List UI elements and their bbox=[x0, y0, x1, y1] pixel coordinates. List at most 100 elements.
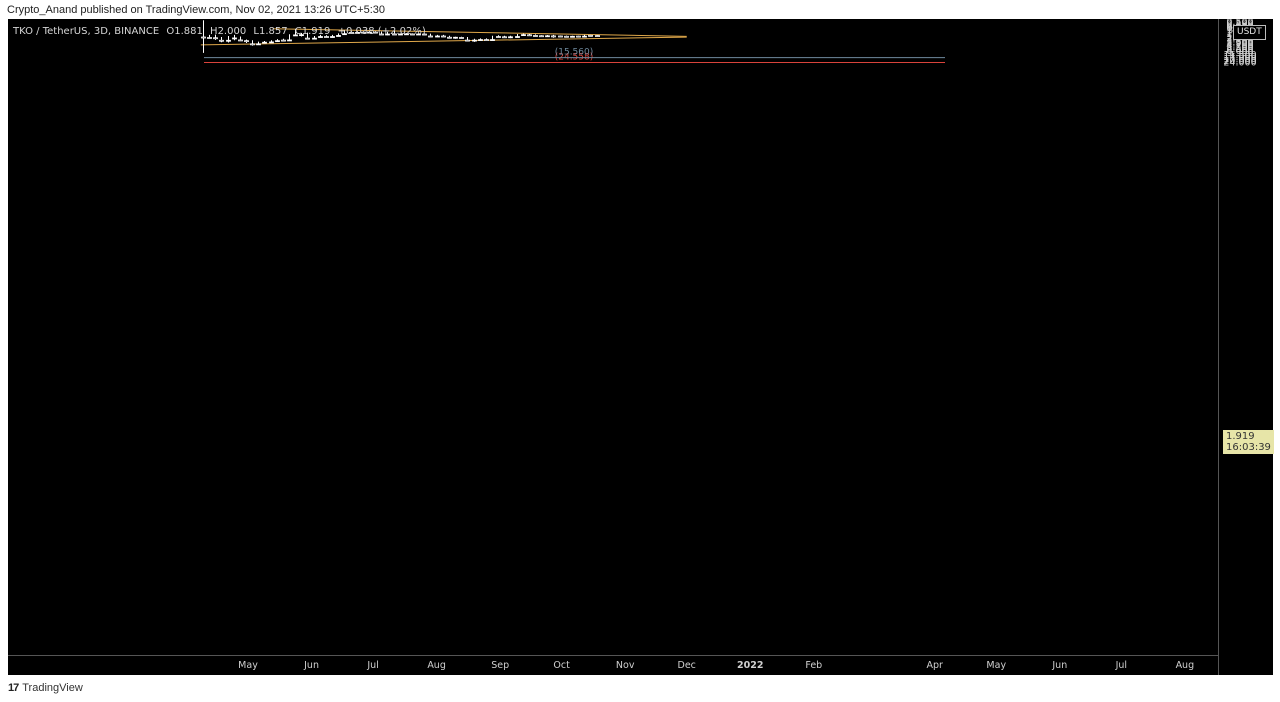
candle-up bbox=[373, 31, 378, 34]
price-tick-label: 9.500 bbox=[1226, 48, 1253, 59]
time-tick-label: Aug bbox=[427, 660, 446, 671]
candle-down bbox=[262, 41, 267, 44]
candle-up bbox=[422, 33, 427, 36]
high-value: H2.000 bbox=[210, 26, 247, 37]
candle-down bbox=[312, 37, 317, 40]
candle-down bbox=[355, 32, 360, 34]
trendline-lower bbox=[272, 28, 687, 37]
candle-down bbox=[404, 33, 409, 36]
target-levels[interactable]: (24.558)(15.560) bbox=[204, 48, 945, 63]
candle-down bbox=[293, 34, 298, 37]
price-tick-label: 0.590 bbox=[1226, 19, 1253, 30]
axis-top-label: 3 bbox=[1227, 25, 1234, 36]
candle-up bbox=[428, 35, 433, 38]
candle-down bbox=[299, 34, 304, 37]
candle-up bbox=[324, 36, 329, 38]
change-value: +0.038 (+2.02%) bbox=[337, 26, 426, 37]
candle-up bbox=[576, 35, 581, 38]
candle-up bbox=[465, 39, 470, 42]
publisher-line: Crypto_Anand published on TradingView.co… bbox=[7, 4, 386, 16]
candle-up bbox=[496, 36, 501, 38]
candle-up bbox=[527, 34, 532, 37]
time-tick-label: Aug bbox=[1176, 660, 1195, 671]
candle-up bbox=[484, 39, 489, 41]
bar-countdown: 16:03:39 bbox=[1226, 442, 1271, 453]
candle-up bbox=[392, 33, 397, 36]
candle-down bbox=[521, 34, 526, 37]
candle-down bbox=[582, 35, 587, 38]
currency-button[interactable]: USDT bbox=[1233, 25, 1266, 40]
price-tick-label: 14.000 bbox=[1223, 52, 1256, 63]
candle-up bbox=[447, 36, 452, 39]
candle-up bbox=[551, 35, 556, 38]
price-tick-label: 4.700 bbox=[1226, 41, 1253, 52]
candle-down bbox=[515, 36, 520, 38]
price-tick-label: 2.700 bbox=[1226, 35, 1253, 46]
candle-down bbox=[226, 39, 231, 42]
candle-down bbox=[232, 37, 237, 40]
candle-up bbox=[441, 35, 446, 38]
time-tick-label: Oct bbox=[553, 660, 570, 671]
candle-up bbox=[361, 31, 366, 34]
price-tick-label: 3.900 bbox=[1226, 39, 1253, 50]
price-tick-label: 17.000 bbox=[1223, 54, 1256, 65]
price-tick-label: 24.000 bbox=[1223, 58, 1256, 69]
time-tick-label: 2022 bbox=[737, 660, 763, 671]
time-axis[interactable]: May Jun Jul Aug Sep Oct Nov Dec 2022 Feb Apr May Jun… bbox=[8, 655, 1218, 672]
last-price-tag: 1.919 16:03:39 bbox=[1223, 430, 1274, 454]
time-tick-label: Sep bbox=[491, 660, 509, 671]
trendline-upper bbox=[200, 36, 687, 46]
candle-down bbox=[398, 33, 403, 36]
candle-up bbox=[349, 32, 354, 34]
candle-up bbox=[213, 37, 218, 40]
candle-down bbox=[435, 35, 440, 38]
candle-up bbox=[539, 35, 544, 38]
symbol-name: TKO / TetherUS, 3D, BINANCE bbox=[13, 26, 160, 37]
tradingview-logo-icon: 17 bbox=[8, 682, 19, 694]
candle-down bbox=[256, 43, 261, 46]
time-tick-label: May bbox=[238, 660, 258, 671]
candle-down bbox=[416, 33, 421, 36]
trendlines[interactable] bbox=[200, 28, 687, 46]
candle-up bbox=[207, 37, 212, 39]
candle-down bbox=[545, 35, 550, 38]
candle-up bbox=[564, 35, 569, 38]
last-price-value: 1.919 bbox=[1226, 431, 1255, 442]
time-tick-label: May bbox=[986, 660, 1006, 671]
price-axis[interactable]: 24.00020.00017.00014.00011.5009.5008.000… bbox=[1218, 19, 1257, 675]
time-tick-label: Jul bbox=[366, 660, 378, 671]
candle-down bbox=[472, 39, 477, 42]
candle-up bbox=[595, 35, 600, 37]
candle-down bbox=[287, 39, 292, 42]
candle-down bbox=[385, 33, 390, 36]
footer-brand[interactable]: TradingView bbox=[22, 682, 83, 694]
candle-down bbox=[508, 36, 513, 39]
candle-down bbox=[570, 35, 575, 38]
time-tick-label: Feb bbox=[805, 660, 822, 671]
price-tick-label: 6.500 bbox=[1226, 44, 1253, 55]
chart-canvas[interactable]: (24.558)(15.560) 24.00020.00017.00014.00… bbox=[8, 19, 1273, 675]
price-tick-label: 5.500 bbox=[1226, 42, 1253, 53]
chart-panel[interactable]: (24.558) (15.560) 24.000 20.000 17.000 14.00… bbox=[8, 19, 1274, 675]
candle-up bbox=[219, 39, 224, 42]
candle-down bbox=[478, 39, 483, 41]
time-tick-label: Apr bbox=[927, 660, 944, 671]
candle-up bbox=[244, 40, 249, 43]
candle-down bbox=[330, 36, 335, 38]
candle-up bbox=[281, 39, 286, 42]
candle-up bbox=[410, 33, 415, 36]
low-value: L1.857 bbox=[253, 26, 288, 37]
price-tick-label: 0.500 bbox=[1226, 19, 1253, 28]
time-tick-label: Jun bbox=[303, 660, 319, 671]
candle-down bbox=[453, 36, 458, 39]
time-tick-label: Nov bbox=[616, 660, 635, 671]
price-tick-label: 11.500 bbox=[1223, 50, 1256, 61]
price-tick-label: 20.000 bbox=[1223, 56, 1256, 67]
candle-down bbox=[490, 39, 495, 41]
candle-up bbox=[533, 35, 538, 37]
price-tick-label: 8.000 bbox=[1226, 46, 1253, 57]
candle-up bbox=[588, 34, 593, 37]
candle-up bbox=[558, 35, 563, 38]
time-tick-label: Dec bbox=[678, 660, 696, 671]
candle-down bbox=[275, 40, 280, 43]
